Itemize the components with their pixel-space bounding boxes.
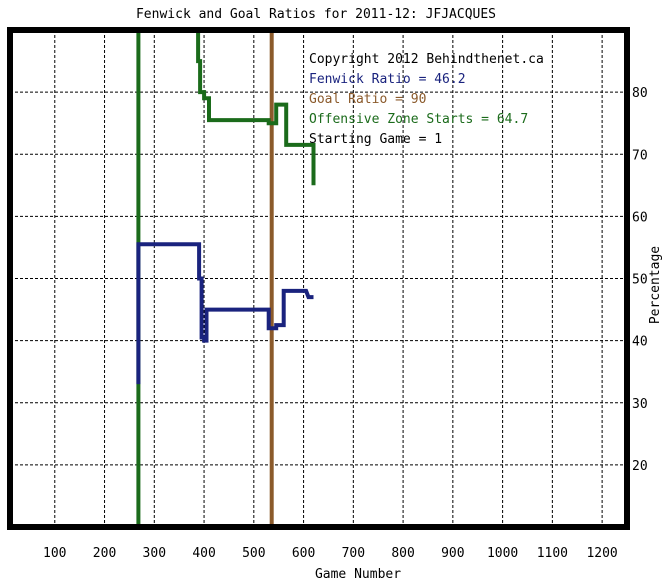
annotation-5: Starting Game = 1: [309, 132, 442, 147]
x-tick-label-1100: 1100: [537, 546, 568, 561]
y-tick-label-30: 30: [632, 397, 648, 412]
x-tick-label-1200: 1200: [586, 546, 617, 561]
grid: [10, 30, 627, 527]
y-tick-label-50: 50: [632, 273, 648, 288]
y-tick-labels: 20 30 40 50 60 70 80: [632, 86, 648, 474]
x-tick-label-100: 100: [43, 546, 66, 561]
y-tick-label-70: 70: [632, 148, 648, 163]
y-axis-label: Percentage: [648, 246, 663, 324]
plot-frame: [7, 27, 630, 530]
annotation-2: Fenwick Ratio = 46.2: [309, 72, 466, 87]
annotation-4: Offensive Zone Starts = 64.7: [309, 112, 528, 127]
x-axis-label: Game Number: [315, 567, 401, 580]
x-tick-label-1000: 1000: [487, 546, 518, 561]
x-tick-label-200: 200: [93, 546, 116, 561]
x-tick-label-800: 800: [391, 546, 414, 561]
y-tick-label-80: 80: [632, 86, 648, 101]
x-tick-label-600: 600: [292, 546, 315, 561]
annotations: Copyright 2012 Behindthenet.ca Fenwick Ra…: [309, 52, 544, 147]
y-tick-label-40: 40: [632, 335, 648, 350]
x-tick-label-300: 300: [143, 546, 166, 561]
series-line-1: [136, 242, 314, 385]
x-tick-label-900: 900: [441, 546, 464, 561]
chart-title: Fenwick and Goal Ratios for 2011-12: JFJ…: [136, 7, 496, 22]
annotation-1: Copyright 2012 Behindthenet.ca: [309, 52, 544, 67]
x-tick-label-400: 400: [192, 546, 215, 561]
series-line-3: [136, 28, 316, 527]
annotation-3: Goal Ratio = 90: [309, 92, 426, 107]
series-layer: [136, 28, 316, 527]
x-tick-labels: 100 200 300 400 500 600 700 800 900 1000 1100 1200: [43, 546, 618, 561]
x-tick-label-700: 700: [342, 546, 365, 561]
y-tick-label-60: 60: [632, 210, 648, 225]
y-tick-label-20: 20: [632, 459, 648, 474]
x-tick-label-500: 500: [242, 546, 265, 561]
